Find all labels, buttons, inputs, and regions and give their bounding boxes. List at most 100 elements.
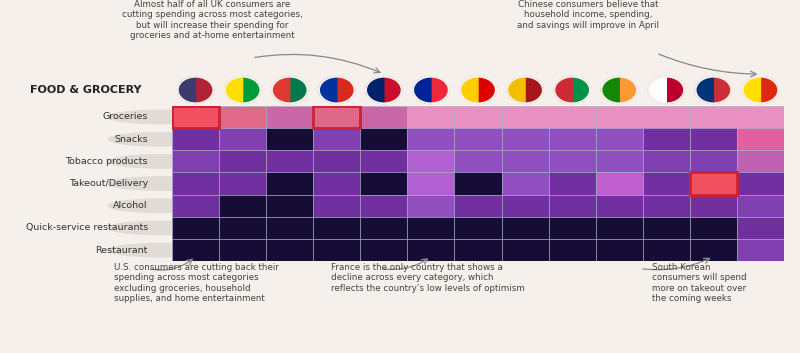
Bar <box>266 106 314 128</box>
Bar <box>219 128 266 150</box>
Bar <box>454 217 502 239</box>
Bar <box>596 128 642 150</box>
Circle shape <box>413 77 449 103</box>
Bar <box>314 150 360 173</box>
Bar <box>219 239 266 261</box>
Bar <box>690 195 737 217</box>
Circle shape <box>505 75 546 105</box>
Bar <box>549 106 596 128</box>
Bar <box>219 195 266 217</box>
Text: Groceries: Groceries <box>102 113 148 121</box>
Bar <box>172 128 219 150</box>
Circle shape <box>108 177 211 190</box>
Bar <box>454 106 502 128</box>
Bar <box>266 217 314 239</box>
Bar <box>502 150 549 173</box>
Bar <box>596 173 642 195</box>
Bar <box>314 106 360 128</box>
Wedge shape <box>507 77 525 103</box>
Circle shape <box>554 77 590 103</box>
Bar <box>690 150 737 173</box>
Circle shape <box>693 75 734 105</box>
Bar <box>502 239 549 261</box>
Bar <box>219 217 266 239</box>
Circle shape <box>366 77 402 103</box>
Bar <box>549 239 596 261</box>
Bar <box>596 150 642 173</box>
Bar <box>690 128 737 150</box>
Bar <box>737 195 784 217</box>
Wedge shape <box>225 77 242 103</box>
Circle shape <box>740 75 781 105</box>
Circle shape <box>108 244 211 257</box>
Circle shape <box>410 75 451 105</box>
Circle shape <box>599 75 639 105</box>
Bar <box>502 173 549 195</box>
Circle shape <box>225 77 261 103</box>
Bar <box>172 150 219 173</box>
Text: Chinese consumers believe that
household income, spending,
and savings will impr: Chinese consumers believe that household… <box>517 0 659 30</box>
Text: Quick-service restaurants: Quick-service restaurants <box>26 223 148 232</box>
Bar <box>266 128 314 150</box>
Bar <box>314 106 360 128</box>
Bar <box>502 106 549 128</box>
Bar <box>266 239 314 261</box>
Circle shape <box>319 77 354 103</box>
Bar <box>360 195 407 217</box>
Bar <box>314 128 360 150</box>
Bar <box>596 239 642 261</box>
Bar <box>172 173 219 195</box>
Bar <box>172 195 219 217</box>
Bar <box>219 106 266 128</box>
Bar <box>737 173 784 195</box>
Bar <box>596 217 642 239</box>
Bar <box>266 150 314 173</box>
Circle shape <box>108 110 211 124</box>
Circle shape <box>649 77 684 103</box>
Bar <box>502 128 549 150</box>
Circle shape <box>646 75 686 105</box>
Wedge shape <box>649 77 666 103</box>
Bar <box>360 217 407 239</box>
Bar <box>690 173 737 195</box>
Bar <box>737 239 784 261</box>
Bar <box>266 173 314 195</box>
Bar <box>737 128 784 150</box>
Bar <box>596 195 642 217</box>
Bar <box>642 195 690 217</box>
Bar <box>502 195 549 217</box>
Wedge shape <box>413 77 431 103</box>
Text: Almost half of all UK consumers are
cutting spending across most categories,
but: Almost half of all UK consumers are cutt… <box>122 0 302 40</box>
Bar <box>172 106 219 128</box>
Circle shape <box>602 77 637 103</box>
Bar <box>407 239 454 261</box>
Bar <box>642 217 690 239</box>
Bar <box>642 173 690 195</box>
Bar <box>172 239 219 261</box>
Circle shape <box>317 75 357 105</box>
Wedge shape <box>178 77 195 103</box>
Bar <box>737 217 784 239</box>
Bar <box>219 150 266 173</box>
Bar <box>266 195 314 217</box>
Circle shape <box>507 77 543 103</box>
Bar <box>407 217 454 239</box>
Text: Restaurant: Restaurant <box>95 246 148 255</box>
Bar <box>642 128 690 150</box>
Bar <box>314 173 360 195</box>
Circle shape <box>222 75 263 105</box>
Bar <box>360 239 407 261</box>
Bar <box>454 128 502 150</box>
Wedge shape <box>319 77 337 103</box>
Bar <box>360 106 407 128</box>
Wedge shape <box>272 77 290 103</box>
Bar <box>360 128 407 150</box>
Bar <box>360 173 407 195</box>
Bar <box>454 239 502 261</box>
Bar <box>690 173 737 195</box>
Wedge shape <box>366 77 384 103</box>
Text: U.S. consumers are cutting back their
spending across most categories
excluding : U.S. consumers are cutting back their sp… <box>114 263 278 303</box>
Bar <box>642 106 690 128</box>
Bar <box>407 150 454 173</box>
Text: FOOD & GROCERY: FOOD & GROCERY <box>30 85 142 95</box>
